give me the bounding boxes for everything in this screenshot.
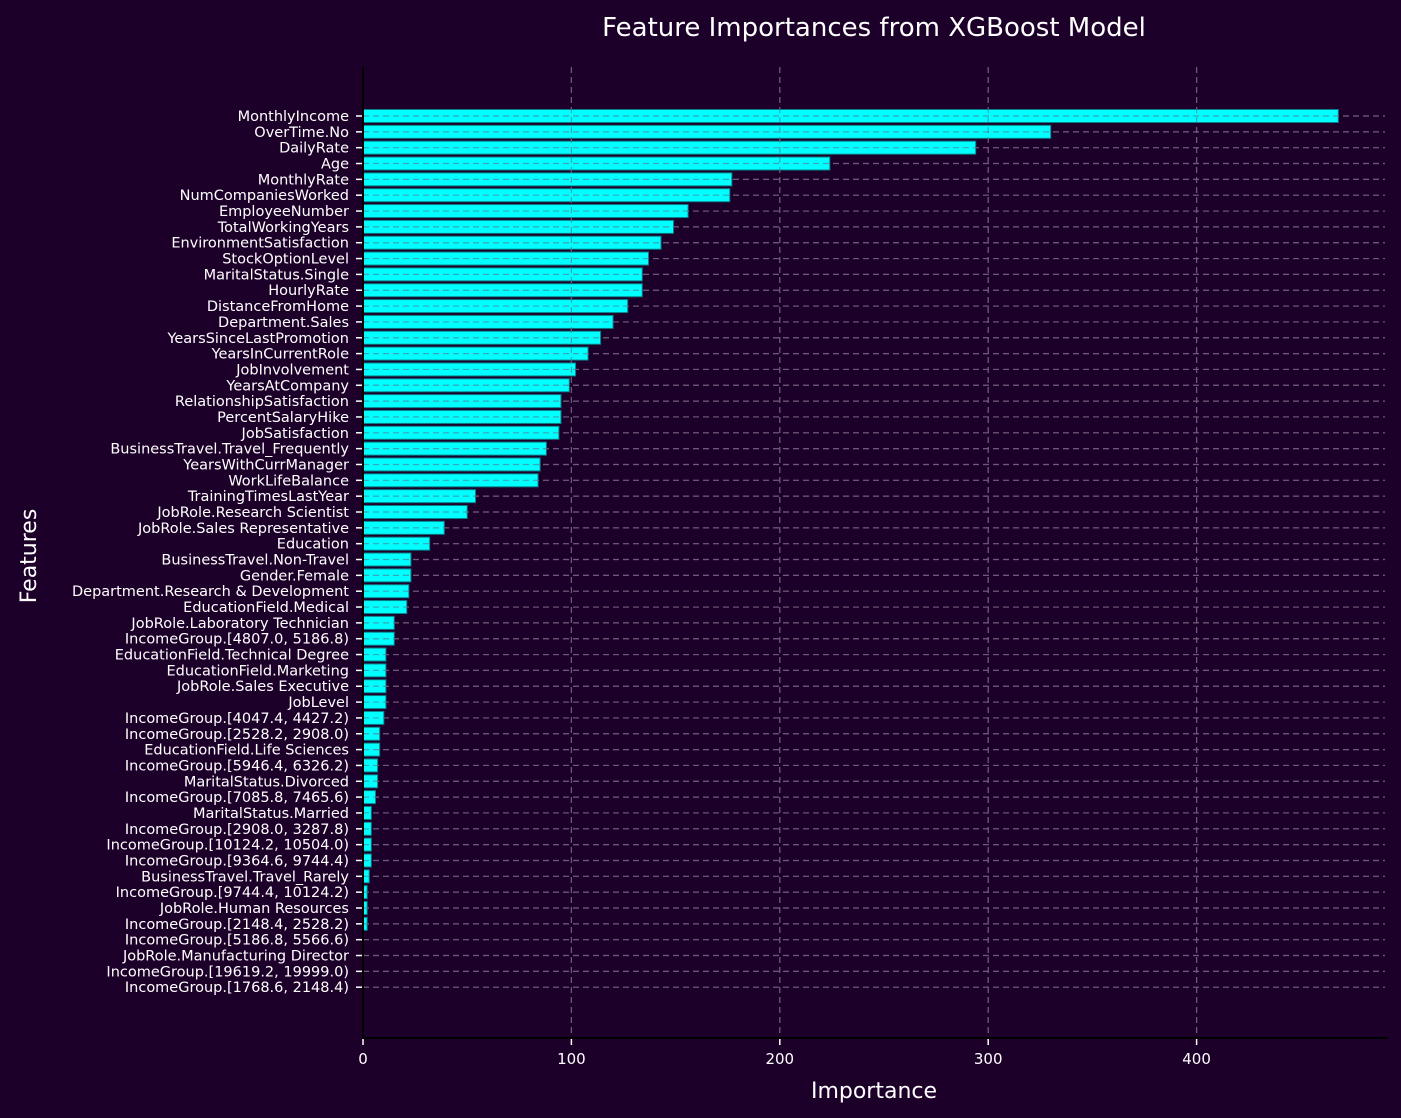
y-tick-label: RelationshipSatisfaction: [175, 394, 349, 410]
x-axis-ticks: 0 100 200 300 400: [358, 1039, 1211, 1068]
y-tick-label: OverTime.No: [254, 125, 349, 141]
y-axis-ticks: MonthlyIncomeOverTime.NoDailyRateAgeMont…: [72, 109, 362, 996]
y-tick-label: Department.Research & Development: [72, 584, 349, 600]
y-tick-label: EducationField.Technical Degree: [115, 648, 349, 664]
y-tick-label: IncomeGroup.[2908.0, 3287.8): [125, 822, 349, 838]
y-tick-label: IncomeGroup.[4807.0, 5186.8): [125, 632, 349, 648]
y-tick-label: StockOptionLevel: [222, 252, 349, 268]
bar: [362, 109, 1339, 123]
grid-lines-overlay: [363, 67, 1385, 1038]
y-tick-label: IncomeGroup.[7085.8, 7465.6): [125, 790, 349, 806]
y-tick-label: JobInvolvement: [235, 362, 349, 378]
y-axis-label: Features: [17, 509, 42, 604]
y-tick-label: YearsAtCompany: [225, 378, 349, 394]
x-tick-label: 300: [974, 1050, 1003, 1068]
y-tick-label: JobRole.Human Resources: [159, 901, 349, 917]
y-tick-label: MonthlyIncome: [238, 109, 349, 125]
y-tick-label: IncomeGroup.[5186.8, 5566.6): [125, 933, 349, 949]
y-tick-label: EnvironmentSatisfaction: [171, 236, 349, 252]
y-tick-label: BusinessTravel.Travel_Frequently: [110, 442, 349, 458]
y-tick-label: IncomeGroup.[2528.2, 2908.0): [125, 727, 349, 743]
y-tick-label: DistanceFromHome: [207, 299, 349, 315]
bar: [362, 473, 539, 488]
y-tick-label: IncomeGroup.[4047.4, 4427.2): [125, 711, 349, 727]
y-tick-label: IncomeGroup.[1768.6, 2148.4): [125, 980, 349, 996]
y-tick-label: MonthlyRate: [258, 172, 349, 188]
y-tick-label: EmployeeNumber: [219, 204, 349, 220]
x-axis-label: Importance: [811, 1079, 937, 1104]
y-tick-label: JobRole.Sales Representative: [137, 521, 349, 537]
y-tick-label: YearsSinceLastPromotion: [166, 331, 349, 347]
y-tick-label: JobSatisfaction: [241, 426, 349, 442]
y-tick-label: BusinessTravel.Non-Travel: [161, 553, 349, 569]
bar: [362, 425, 560, 440]
y-tick-label: IncomeGroup.[2148.4, 2528.2): [125, 917, 349, 933]
x-tick-label: 200: [765, 1050, 794, 1068]
y-tick-label: JobRole.Manufacturing Director: [122, 949, 349, 965]
y-tick-label: Gender.Female: [240, 568, 349, 584]
y-tick-label: EducationField.Marketing: [166, 663, 349, 679]
y-tick-label: EducationField.Life Sciences: [144, 743, 349, 759]
y-tick-label: Department.Sales: [218, 315, 349, 331]
y-tick-label: JobRole.Laboratory Technician: [130, 616, 349, 632]
y-tick-label: WorkLifeBalance: [228, 473, 349, 489]
x-tick-label: 0: [358, 1050, 368, 1068]
y-tick-label: MaritalStatus.Divorced: [184, 774, 349, 790]
y-tick-label: HourlyRate: [268, 283, 349, 299]
y-tick-label: JobRole.Sales Executive: [176, 679, 349, 695]
y-tick-label: IncomeGroup.[5946.4, 6326.2): [125, 758, 349, 774]
y-tick-label: MaritalStatus.Single: [204, 267, 349, 283]
y-tick-label: IncomeGroup.[9744.4, 10124.2): [116, 885, 349, 901]
bar: [362, 409, 562, 424]
chart-title: Feature Importances from XGBoost Model: [602, 13, 1146, 43]
y-tick-label: JobLevel: [287, 695, 349, 711]
y-tick-label: Age: [321, 157, 349, 173]
y-tick-label: YearsWithCurrManager: [182, 457, 349, 473]
x-tick-label: 100: [557, 1050, 586, 1068]
y-tick-label: NumCompaniesWorked: [180, 188, 349, 204]
y-tick-label: BusinessTravel.Travel_Rarely: [141, 869, 349, 885]
y-tick-label: PercentSalaryHike: [217, 410, 349, 426]
y-tick-label: IncomeGroup.[19619.2, 19999.0): [106, 964, 349, 980]
y-tick-label: IncomeGroup.[10124.2, 10504.0): [106, 838, 349, 854]
y-tick-label: IncomeGroup.[9364.6, 9744.4): [125, 853, 349, 869]
y-tick-label: MaritalStatus.Married: [193, 806, 349, 822]
bar: [362, 394, 562, 409]
y-tick-label: TrainingTimesLastYear: [187, 489, 349, 505]
y-tick-label: DailyRate: [279, 141, 349, 157]
y-tick-label: YearsInCurrentRole: [211, 347, 350, 363]
x-tick-label: 400: [1182, 1050, 1211, 1068]
y-tick-label: JobRole.Research Scientist: [156, 505, 349, 521]
y-tick-label: TotalWorkingYears: [217, 220, 349, 236]
y-tick-label: Education: [277, 537, 349, 553]
y-tick-label: EducationField.Medical: [183, 600, 349, 616]
